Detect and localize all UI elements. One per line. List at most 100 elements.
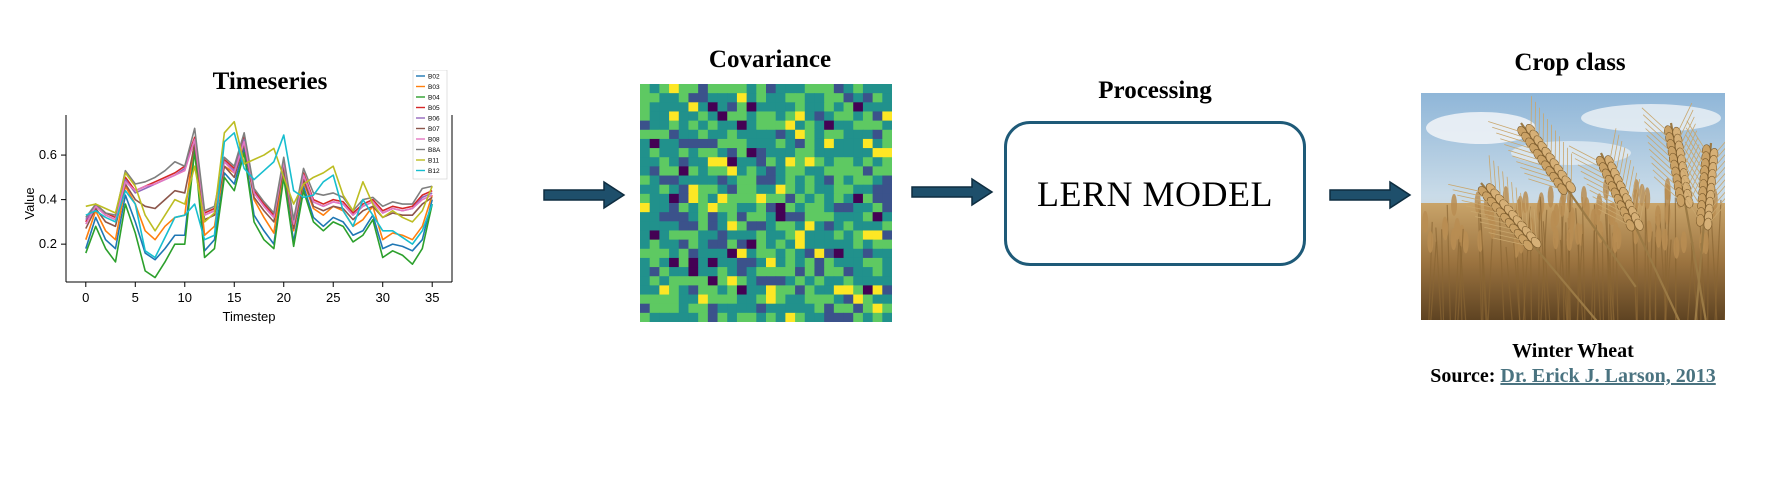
heatmap-cell [727,129,738,140]
heatmap-cell [785,120,796,131]
heatmap-cell [862,221,874,231]
heatmap-cell [717,193,728,204]
heatmap-cell [659,267,670,277]
heatmap-cell [862,239,874,250]
heatmap-cell [688,84,699,94]
heatmap-cell [843,285,854,296]
heatmap-cell [756,193,767,204]
heatmap-cell [862,294,874,305]
y-tick-label: 0.6 [39,147,57,162]
heatmap-cell [707,203,719,213]
heatmap-cell [843,303,854,314]
stalk [1487,228,1494,320]
heatmap-cell [707,285,719,296]
heatmap-cell [814,267,825,277]
heatmap-cell [649,175,660,186]
heatmap-cell [756,184,767,195]
awn [1488,121,1520,132]
awn [1520,192,1524,224]
heatmap-cell [756,102,767,112]
heatmap-cell [649,276,660,286]
heatmap-cell [795,239,806,250]
heatmap-cell [727,120,738,131]
awn [1711,184,1725,209]
heatmap-cell [678,93,689,103]
heatmap-cell [882,303,892,314]
awn [1546,119,1548,150]
awn [1641,107,1667,131]
heatmap-cell [795,230,806,241]
heatmap-cell [882,111,892,122]
ear [1609,203,1616,226]
heatmap-cell [698,129,709,140]
heatmap-cell [649,193,660,204]
awn [1711,177,1725,202]
heatmap-cell [804,184,815,195]
awn [1574,158,1605,175]
heatmap-cell [824,175,835,186]
heatmap-cell [853,102,864,112]
heatmap-cell [717,239,728,250]
heatmap-cell [736,184,748,195]
heatmap-cell [872,257,883,268]
heatmap-cell [669,166,680,177]
heatmap-cell [785,184,796,195]
heatmap-cell [707,175,719,186]
heatmap-cell [659,148,670,158]
heatmap-cell [785,175,796,186]
heatmap-cell [824,276,835,286]
heatmap-cell [853,221,864,231]
heatmap-cell [649,111,660,122]
heatmap-cell [795,102,806,112]
heatmap-cell [785,111,796,122]
heatmap-cell [669,212,680,222]
heatmap-cell [669,138,680,149]
heatmap-cell [843,193,854,204]
heatmap-cell [804,111,815,122]
heatmap-cell [814,193,825,204]
heatmap-cell [688,257,699,268]
heatmap-cell [698,285,709,296]
stalk [1505,246,1513,320]
stalk [1664,194,1671,320]
heatmap-cell [872,248,883,259]
heatmap-cell [785,203,796,213]
heatmap-cell [746,93,757,103]
ear [1553,203,1560,226]
ear [1574,222,1581,245]
heatmap-cell [649,312,660,322]
heatmap-cell [727,285,738,296]
heatmap-cell [833,294,845,305]
heatmap-cell [862,111,874,122]
heatmap-cell [756,166,767,177]
heatmap-cell [853,294,864,305]
heatmap-cell [727,267,738,277]
heatmap-cell [804,248,815,259]
heatmap-cell [746,129,757,140]
awn [1653,176,1679,200]
heatmap-cell [688,102,699,112]
heatmap-cell [669,257,680,268]
source-link[interactable]: Dr. Erick J. Larson, 2013 [1500,365,1716,387]
heatmap-cell [814,102,825,112]
heatmap-cell [707,184,719,195]
heatmap-cell [804,193,815,204]
heatmap-cell [804,93,815,103]
stalk [1457,228,1464,320]
heatmap-cell [736,148,748,158]
awn [1621,153,1629,185]
legend-entry: B12 [428,168,440,175]
heatmap-cell [833,221,845,231]
heatmap-cell [727,257,738,268]
ear [1654,205,1661,228]
heatmap-cell [833,102,845,112]
heatmap-cell [824,203,835,213]
heatmap-cell [814,166,825,177]
heatmap-cell [843,129,854,140]
awn [1681,123,1696,152]
heatmap-cell [727,212,738,222]
stalk [1538,203,1541,320]
heatmap-cell [659,93,670,103]
heatmap-cell [688,239,699,250]
heatmap-cell [717,111,728,122]
